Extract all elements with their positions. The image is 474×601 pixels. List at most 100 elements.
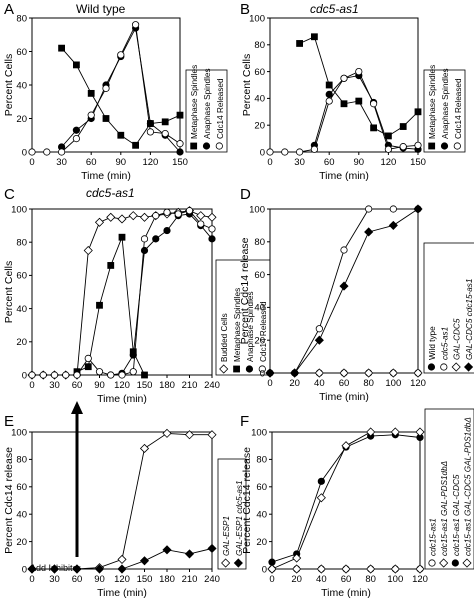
data-point bbox=[96, 301, 103, 309]
data-point bbox=[62, 371, 70, 379]
panel-letter-c: C bbox=[4, 186, 15, 203]
x-tick-label: 0 bbox=[267, 378, 272, 389]
data-point bbox=[414, 141, 422, 149]
legend-marker bbox=[464, 362, 474, 372]
data-point bbox=[139, 212, 150, 222]
x-tick-label: 90 bbox=[94, 574, 105, 585]
y-tick-label: 20 bbox=[256, 537, 267, 548]
data-point bbox=[317, 477, 325, 485]
data-point bbox=[161, 118, 169, 126]
y-tick-label: 80 bbox=[254, 40, 265, 51]
data-point bbox=[95, 368, 104, 376]
y-tick-label: 40 bbox=[254, 303, 265, 314]
series-line bbox=[110, 213, 213, 376]
data-point bbox=[73, 371, 81, 379]
data-point bbox=[162, 428, 172, 438]
x-tick-label: 20 bbox=[289, 378, 300, 389]
x-tick-label: 180 bbox=[159, 574, 175, 585]
data-point bbox=[295, 148, 304, 156]
y-tick-label: 40 bbox=[16, 510, 27, 521]
x-tick-label: 120 bbox=[142, 157, 158, 168]
panel-a-chart: 0 30 60 90 120 150 0 20 40 60 80 Time (min) Percent … bbox=[3, 13, 228, 182]
data-point bbox=[87, 111, 95, 119]
data-point bbox=[292, 553, 302, 563]
panel-letter-e: E bbox=[4, 413, 15, 430]
data-point bbox=[340, 74, 348, 82]
legend-box bbox=[423, 242, 474, 374]
y-tick-label: 80 bbox=[256, 455, 267, 466]
x-tick-label: 210 bbox=[182, 380, 198, 391]
data-point bbox=[139, 556, 150, 566]
data-point bbox=[364, 227, 374, 237]
legend-marker bbox=[245, 365, 254, 373]
legend-marker bbox=[219, 364, 229, 374]
data-point bbox=[355, 97, 363, 105]
series-line bbox=[299, 36, 419, 137]
legend-box bbox=[185, 69, 228, 153]
x-tick-label: 150 bbox=[172, 157, 188, 168]
legend-label: GAL-ESP1 bbox=[222, 516, 231, 556]
x-tick-label: 40 bbox=[314, 378, 325, 389]
legend-label: cdc15-as1 GAL-CDC5 GAL-PDS1dbΔ bbox=[464, 417, 473, 556]
x-tick-label: 120 bbox=[380, 157, 396, 168]
data-point bbox=[315, 325, 323, 333]
data-point bbox=[314, 335, 324, 345]
legend-label: GAL-CDC5 bbox=[453, 318, 462, 360]
legend-label: Anaphase Spindles bbox=[203, 68, 212, 139]
y-tick-label: 100 bbox=[11, 427, 27, 438]
x-tick-label: 30 bbox=[49, 380, 60, 391]
data-point bbox=[196, 211, 206, 221]
x-tick-label: 120 bbox=[410, 378, 426, 389]
data-point bbox=[118, 233, 126, 241]
y-tick-label: 80 bbox=[16, 13, 27, 24]
data-point bbox=[140, 246, 149, 255]
x-tick-label: 30 bbox=[294, 157, 305, 168]
data-point bbox=[43, 148, 51, 156]
plot-frame bbox=[31, 431, 213, 570]
legend-marker bbox=[427, 363, 436, 371]
y-axis-label: Percent Cdc14 release bbox=[241, 447, 253, 554]
y-axis-label: Percent Cdc14 release bbox=[3, 447, 15, 554]
y-tick-label: 40 bbox=[16, 80, 27, 91]
legend-marker bbox=[215, 142, 223, 150]
data-point bbox=[176, 140, 184, 148]
data-point bbox=[28, 148, 36, 156]
legend-marker bbox=[451, 559, 459, 567]
series-line bbox=[271, 431, 420, 570]
y-tick-label: 60 bbox=[16, 47, 27, 58]
data-point bbox=[207, 212, 217, 222]
data-point bbox=[117, 131, 125, 139]
x-tick-label: 100 bbox=[387, 574, 403, 585]
y-tick-label: 20 bbox=[254, 336, 265, 347]
data-point bbox=[414, 108, 422, 116]
x-tick-label: 60 bbox=[339, 378, 350, 389]
y-tick-label: 60 bbox=[254, 270, 265, 281]
data-point bbox=[139, 443, 150, 454]
y-axis-label: Percent Cells bbox=[3, 261, 15, 323]
panel-c-title: cdc5-as1 bbox=[86, 186, 135, 200]
data-point bbox=[107, 262, 115, 269]
y-tick-label: 0 bbox=[22, 147, 27, 158]
x-tick-label: 0 bbox=[29, 574, 34, 585]
legend-label: Wild type bbox=[428, 326, 437, 360]
legend-label: Anaphase Spindles bbox=[246, 291, 255, 362]
data-point bbox=[28, 371, 36, 379]
data-point bbox=[314, 368, 324, 378]
panel-a-title: Wild type bbox=[76, 2, 126, 16]
data-point bbox=[102, 84, 110, 92]
data-point bbox=[370, 124, 378, 132]
y-tick-label: 80 bbox=[254, 237, 265, 248]
legend-marker bbox=[451, 362, 461, 372]
data-point bbox=[129, 351, 137, 359]
panel-letter-b: B bbox=[240, 1, 251, 18]
data-point bbox=[208, 235, 216, 243]
panel-letter-d: D bbox=[240, 186, 251, 203]
legend-marker bbox=[190, 142, 198, 150]
y-tick-label: 100 bbox=[249, 13, 265, 24]
data-point bbox=[415, 564, 425, 574]
data-point bbox=[399, 123, 407, 130]
data-point bbox=[208, 225, 216, 233]
data-point bbox=[341, 441, 351, 451]
data-point bbox=[161, 129, 169, 138]
legend-marker bbox=[453, 142, 461, 150]
